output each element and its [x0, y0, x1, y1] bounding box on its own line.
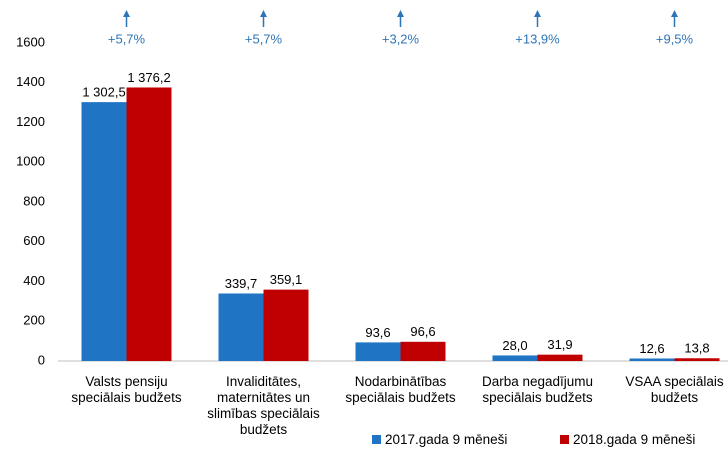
bar: [674, 358, 720, 361]
y-tick-label: 200: [23, 313, 45, 328]
y-tick-label: 1000: [16, 154, 45, 169]
arrow-head: [123, 10, 130, 17]
y-tick-label: 600: [23, 233, 45, 248]
arrow-head: [397, 10, 404, 17]
legend-swatch: [560, 435, 569, 444]
annotation: +13,9%: [515, 31, 560, 46]
annotation: +3,2%: [382, 31, 420, 46]
y-tick-label: 1600: [16, 34, 45, 49]
y-tick-label: 1200: [16, 114, 45, 129]
value-label: 12,6: [639, 341, 664, 356]
bar: [629, 358, 675, 361]
x-tick-label: Valsts pensiju speciālais budžets: [71, 374, 182, 405]
bar: [355, 342, 401, 361]
value-label: 359,1: [270, 272, 303, 287]
bar: [81, 102, 127, 362]
bar: [218, 293, 264, 361]
annotation: +5,7%: [108, 31, 146, 46]
value-label: 93,6: [365, 325, 390, 340]
value-label: 13,8: [684, 341, 709, 356]
value-label: 31,9: [547, 337, 572, 352]
bar: [400, 341, 446, 361]
annotation: +9,5%: [656, 31, 694, 46]
x-tick-label: Invaliditātes, maternitātes un slimības …: [207, 374, 320, 437]
arrow-head: [534, 10, 541, 17]
value-label: 96,6: [410, 324, 435, 339]
value-label: 1 302,5: [82, 85, 125, 100]
y-tick-label: 400: [23, 273, 45, 288]
arrow-head: [260, 10, 267, 17]
bar: [126, 87, 172, 361]
value-label: 339,7: [225, 276, 258, 291]
bar: [263, 289, 309, 361]
bar: [492, 355, 538, 361]
value-label: 28,0: [502, 338, 527, 353]
legend-label: 2018.gada 9 mēneši: [573, 432, 696, 447]
y-tick-label: 800: [23, 193, 45, 208]
legend-swatch: [372, 435, 381, 444]
y-tick-label: 1400: [16, 74, 45, 89]
arrow-head: [671, 10, 678, 17]
x-tick-label: Darba negadījumu speciālais budžets: [481, 374, 594, 405]
y-tick-label: 0: [38, 352, 45, 367]
legend-label: 2017.gada 9 mēneši: [385, 432, 508, 447]
value-label: 1 376,2: [127, 70, 170, 85]
x-tick-label: VSAA speciālais budžets: [625, 374, 724, 405]
bar: [537, 354, 583, 361]
x-tick-label: Nodarbinātības speciālais budžets: [345, 374, 456, 405]
annotation: +5,7%: [245, 31, 283, 46]
